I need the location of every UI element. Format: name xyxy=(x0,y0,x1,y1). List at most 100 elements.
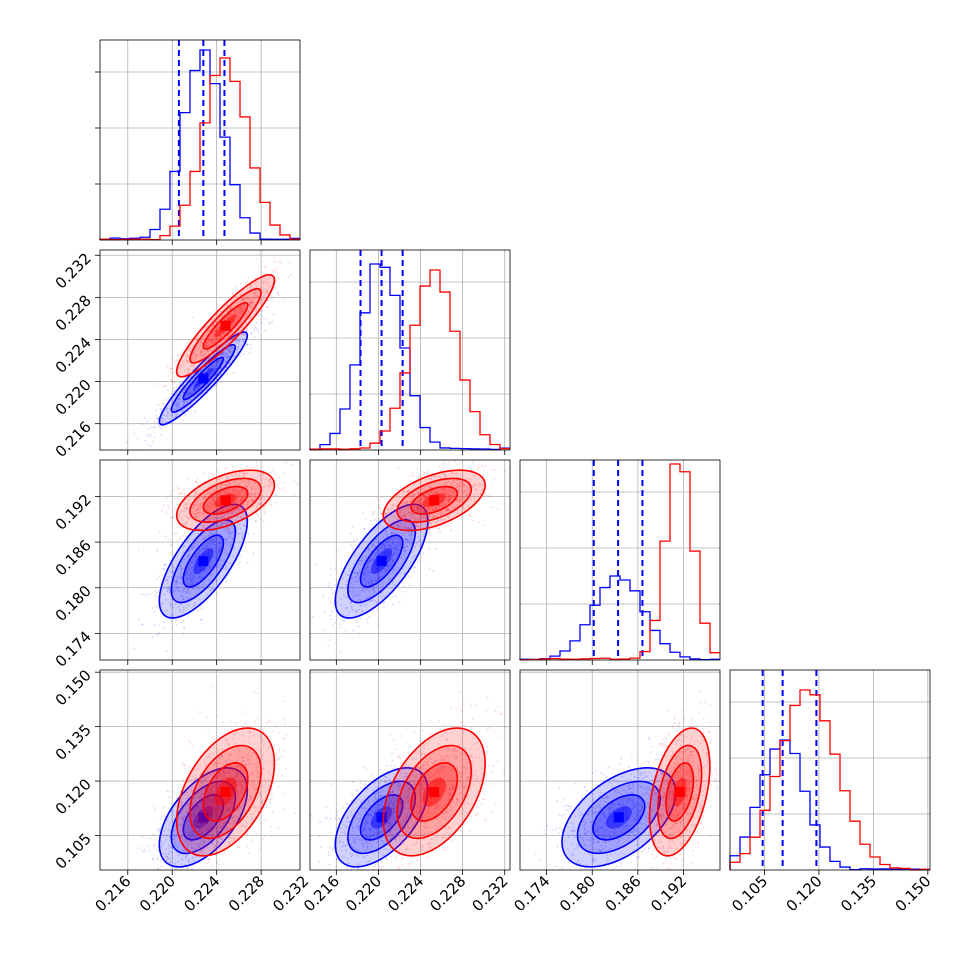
red-sample-point xyxy=(431,475,434,478)
blue-sample-point xyxy=(153,624,156,627)
blue-sample-point xyxy=(210,389,213,392)
red-sample-point xyxy=(171,367,174,370)
red-sample-point xyxy=(434,521,437,524)
blue-sample-point xyxy=(179,565,182,568)
blue-sample-point xyxy=(265,806,268,809)
red-sample-point xyxy=(418,544,421,547)
blue-sample-point xyxy=(187,567,190,570)
red-sample-point xyxy=(455,485,458,488)
red-sample-point xyxy=(214,486,217,489)
red-sample-point xyxy=(248,304,251,307)
red-sample-point xyxy=(234,479,237,482)
red-sample-point xyxy=(460,481,463,484)
red-sample-point xyxy=(426,471,429,474)
red-sample-point xyxy=(269,294,272,297)
blue-sample-point xyxy=(183,403,186,406)
red-sample-point xyxy=(438,504,441,507)
blue-sample-point xyxy=(167,857,170,860)
blue-sample-point xyxy=(211,842,214,845)
blue-sample-point xyxy=(377,577,380,580)
red-sample-point xyxy=(177,488,180,491)
red-sample-point xyxy=(266,278,269,281)
blue-sample-point xyxy=(238,482,241,485)
red-sample-point xyxy=(240,297,243,300)
blue-sample-point xyxy=(193,382,196,385)
blue-sample-point xyxy=(156,591,159,594)
blue-sample-point xyxy=(175,415,178,418)
red-sample-point xyxy=(228,484,231,487)
red-sample-point xyxy=(403,491,406,494)
blue-sample-point xyxy=(141,623,144,626)
blue-sample-point xyxy=(168,861,171,864)
blue-sample-point xyxy=(362,610,365,613)
red-sample-point xyxy=(459,499,462,502)
red-sample-point xyxy=(226,527,229,530)
blue-sample-point xyxy=(175,796,178,799)
blue-sample-point xyxy=(207,545,210,548)
red-sample-point xyxy=(227,536,230,539)
blue-sample-point xyxy=(434,547,437,550)
blue-sample-point xyxy=(193,390,196,393)
blue-sample-point xyxy=(255,520,258,523)
blue-peak-cell xyxy=(198,556,209,567)
blue-sample-point xyxy=(143,416,146,419)
red-sample-point xyxy=(235,489,238,492)
blue-sample-point xyxy=(204,571,207,574)
blue-sample-point xyxy=(176,405,179,408)
red-sample-point xyxy=(236,325,239,328)
red-sample-point xyxy=(186,498,189,501)
red-sample-point xyxy=(245,282,248,285)
blue-sample-point xyxy=(234,354,237,357)
red-sample-point xyxy=(203,496,206,499)
blue-sample-point xyxy=(210,545,213,548)
red-sample-point xyxy=(238,495,241,498)
red-sample-point xyxy=(425,495,428,498)
red-sample-point xyxy=(422,494,425,497)
blue-sample-point xyxy=(220,546,223,549)
blue-sample-point xyxy=(401,558,404,561)
blue-sample-point xyxy=(184,574,187,577)
blue-sample-point xyxy=(184,831,187,834)
blue-sample-point xyxy=(372,588,375,591)
blue-sample-point xyxy=(194,836,197,839)
blue-sample-point xyxy=(327,582,330,585)
blue-sample-point xyxy=(219,359,222,362)
blue-sample-point xyxy=(428,567,431,570)
blue-sample-point xyxy=(203,582,206,585)
red-sample-point xyxy=(263,507,266,510)
blue-sample-point xyxy=(226,341,229,344)
blue-sample-point xyxy=(196,387,199,390)
red-sample-point xyxy=(269,484,272,487)
red-sample-point xyxy=(188,502,191,505)
red-sample-point xyxy=(173,380,176,383)
blue-sample-point xyxy=(181,632,184,635)
red-sample-point xyxy=(202,524,205,527)
red-sample-point xyxy=(244,298,247,301)
blue-sample-point xyxy=(242,760,245,763)
blue-sample-point xyxy=(398,540,401,543)
red-sample-point xyxy=(441,488,444,491)
blue-sample-point xyxy=(180,849,183,852)
blue-sample-point xyxy=(198,576,201,579)
blue-sample-point xyxy=(225,808,228,811)
red-sample-point xyxy=(283,481,286,484)
blue-sample-point xyxy=(187,556,190,559)
red-sample-point xyxy=(241,333,244,336)
blue-sample-point xyxy=(182,598,185,601)
red-sample-point xyxy=(231,465,234,468)
red-sample-point xyxy=(173,497,176,500)
blue-sample-point xyxy=(180,801,183,804)
blue-sample-point xyxy=(157,404,160,407)
blue-sample-point xyxy=(193,530,196,533)
blue-sample-point xyxy=(153,589,156,592)
blue-sample-point xyxy=(187,843,190,846)
blue-sample-point xyxy=(213,518,216,521)
red-sample-point xyxy=(209,534,212,537)
red-sample-point xyxy=(398,543,401,546)
blue-sample-point xyxy=(182,399,185,402)
blue-sample-point xyxy=(371,580,374,583)
blue-sample-point xyxy=(210,372,213,375)
red-sample-point xyxy=(214,522,217,525)
red-sample-point xyxy=(233,311,236,314)
red-sample-point xyxy=(269,482,272,485)
